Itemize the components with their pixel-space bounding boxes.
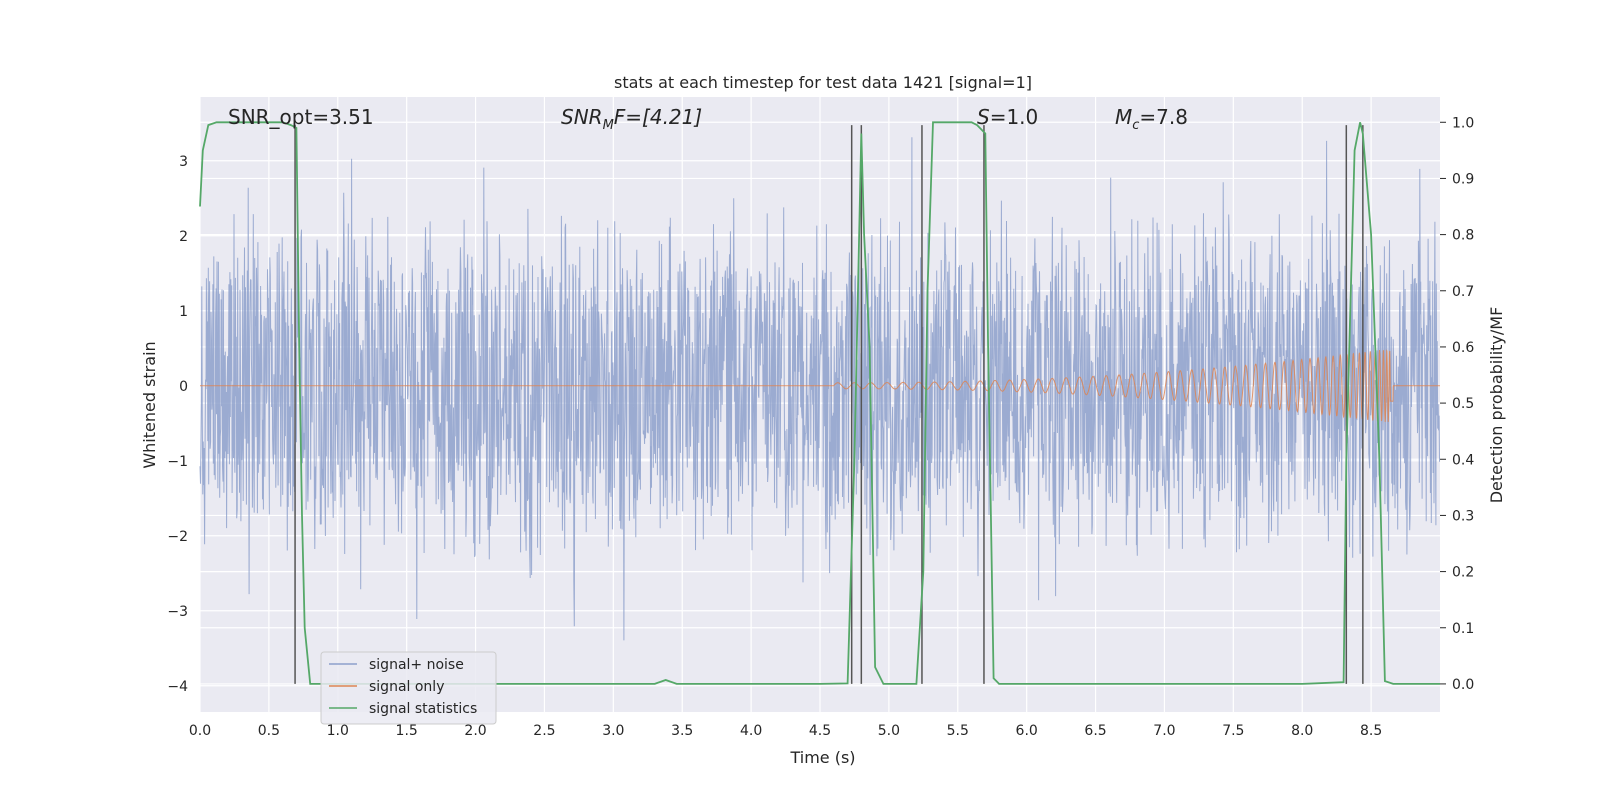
x-tick-label: 5.5 bbox=[947, 723, 969, 739]
right-tick-label: 0.1 bbox=[1452, 621, 1474, 637]
statistics-trace bbox=[199, 121, 1440, 685]
right-tick-label: 0.4 bbox=[1452, 452, 1474, 468]
x-tick-label: 6.5 bbox=[1084, 723, 1106, 739]
annotation-mc: Mc=7.8 bbox=[1115, 105, 1188, 133]
left-tick-label: 2 bbox=[179, 229, 188, 245]
left-tick-label: −1 bbox=[167, 454, 188, 470]
legend: signal+ noise signal only signal statist… bbox=[320, 651, 497, 725]
statistics-series bbox=[199, 121, 1440, 685]
x-tick-label: 1.0 bbox=[327, 723, 349, 739]
left-tick-label: −4 bbox=[167, 679, 188, 695]
x-axis-ticks: 0.0 0.5 1.0 1.5 2.0 2.5 3.0 3.5 4.0 4.5 5.0 5.5 6.0 6… bbox=[189, 723, 1382, 739]
right-tick-label: 0.0 bbox=[1452, 677, 1474, 693]
signal-trace bbox=[200, 349, 1440, 423]
x-tick-label: 4.0 bbox=[740, 723, 762, 739]
x-tick-label: 2.0 bbox=[464, 723, 486, 739]
x-tick-label: 0.5 bbox=[258, 723, 280, 739]
legend-label-noise: signal+ noise bbox=[369, 657, 464, 673]
x-tick-label: 7.5 bbox=[1222, 723, 1244, 739]
right-tick-label: 0.8 bbox=[1452, 228, 1474, 244]
right-tick-label: 0.5 bbox=[1452, 396, 1474, 412]
x-tick-label: 0.0 bbox=[189, 723, 211, 739]
legend-label-signal: signal only bbox=[369, 679, 444, 695]
left-tick-label: −3 bbox=[167, 604, 188, 620]
left-tick-label: 1 bbox=[179, 304, 188, 320]
legend-label-statistics: signal statistics bbox=[369, 701, 477, 717]
annotation-s-suffix: =1.0 bbox=[990, 105, 1039, 129]
annotation-s: S=1.0 bbox=[977, 105, 1038, 129]
x-tick-label: 4.5 bbox=[809, 723, 831, 739]
annotation-snr-opt: SNR_opt=3.51 bbox=[228, 105, 374, 129]
x-tick-label: 1.5 bbox=[396, 723, 418, 739]
left-axis-ticks: 3 2 1 0 −1 −2 −3 −4 bbox=[167, 154, 188, 695]
annotation-snr-mf-suffix: F=[4.21] bbox=[614, 105, 702, 129]
x-tick-label: 3.5 bbox=[671, 723, 693, 739]
noise-series bbox=[199, 137, 1440, 641]
x-tick-label: 8.0 bbox=[1291, 723, 1313, 739]
annotation-snr-mf: SNRMF=[4.21] bbox=[561, 105, 702, 133]
x-axis-label: Time (s) bbox=[789, 748, 855, 767]
right-tick-label: 1.0 bbox=[1452, 115, 1474, 131]
right-axis-label: Detection probability/MF bbox=[1487, 307, 1506, 504]
annotation-mc-suffix: =7.8 bbox=[1139, 105, 1188, 129]
annotation-s-prefix: S bbox=[977, 105, 990, 129]
x-tick-label: 2.5 bbox=[533, 723, 555, 739]
chart-title: stats at each timestep for test data 142… bbox=[614, 73, 1032, 92]
annotation-snr-mf-prefix: SNR bbox=[561, 105, 603, 129]
left-tick-label: −2 bbox=[167, 529, 188, 545]
annotation-mc-prefix: M bbox=[1115, 105, 1132, 129]
annotation-mc-sub: c bbox=[1132, 118, 1139, 133]
x-tick-label: 6.0 bbox=[1016, 723, 1038, 739]
right-tick-label: 0.3 bbox=[1452, 508, 1474, 524]
left-tick-label: 3 bbox=[179, 154, 188, 170]
x-tick-label: 7.0 bbox=[1153, 723, 1175, 739]
right-tick-label: 0.7 bbox=[1452, 284, 1474, 300]
x-tick-label: 8.5 bbox=[1360, 723, 1382, 739]
x-tick-label: 5.0 bbox=[878, 723, 900, 739]
left-axis-label: Whitened strain bbox=[140, 341, 159, 468]
signal-series bbox=[200, 349, 1440, 423]
right-axis-ticks: 1.0 0.9 0.8 0.7 0.6 0.5 0.4 0.3 0.2 0.1 0.0 bbox=[1440, 115, 1474, 693]
legend-box bbox=[320, 651, 497, 725]
right-tick-label: 0.2 bbox=[1452, 565, 1474, 581]
left-tick-label: 0 bbox=[179, 379, 188, 395]
x-tick-label: 3.0 bbox=[602, 723, 624, 739]
right-tick-label: 0.6 bbox=[1452, 340, 1474, 356]
right-tick-label: 0.9 bbox=[1452, 171, 1474, 187]
annotation-snr-mf-sub: M bbox=[603, 118, 614, 133]
noise-trace bbox=[199, 137, 1440, 641]
